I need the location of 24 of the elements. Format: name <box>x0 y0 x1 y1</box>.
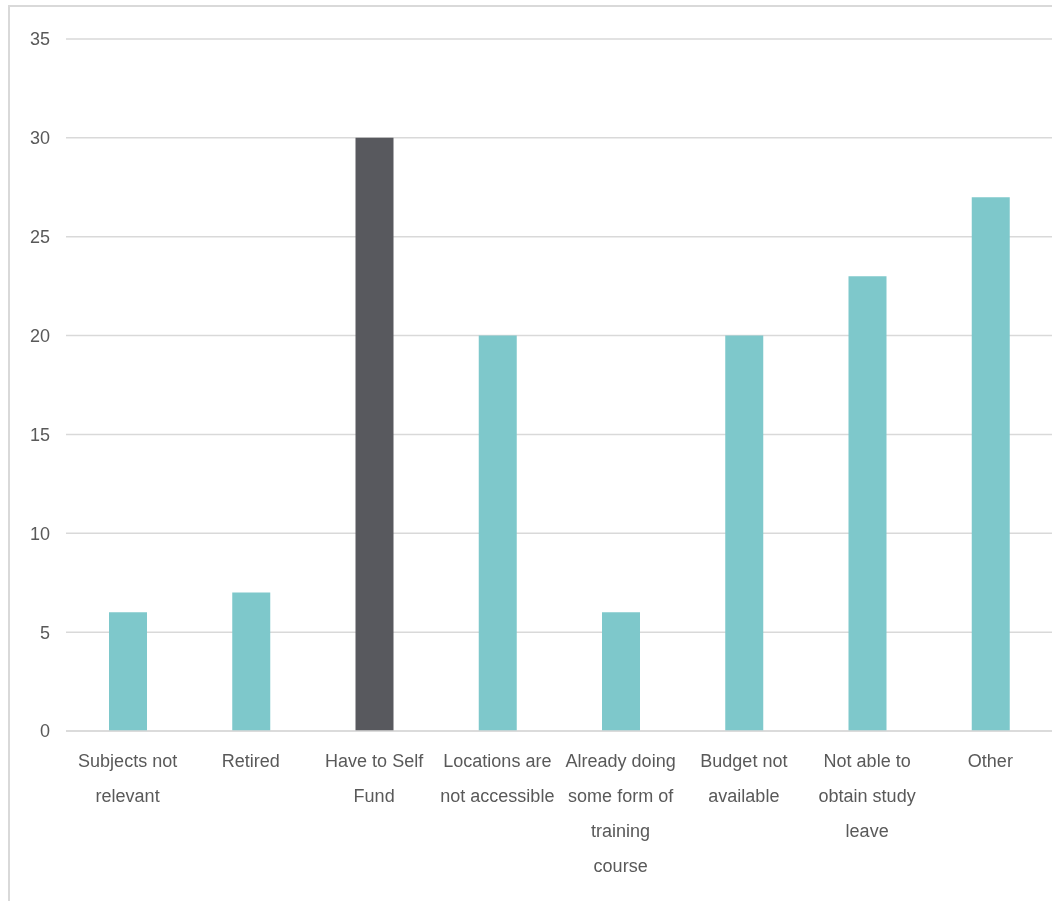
bar <box>109 612 147 731</box>
y-tick-label: 10 <box>29 523 50 544</box>
bar <box>232 592 271 731</box>
x-tick-label: Retired <box>221 751 280 771</box>
bar <box>602 612 640 731</box>
x-tick-label: Budget not available <box>700 751 788 806</box>
y-tick-label: 35 <box>29 29 50 50</box>
bar <box>848 276 887 731</box>
bar <box>478 335 517 731</box>
bar <box>725 335 764 731</box>
y-tick-label: 15 <box>29 424 50 445</box>
y-tick-label: 0 <box>39 721 50 742</box>
x-tick-label: Not able to obtain study leave <box>818 751 916 841</box>
bar <box>355 137 394 731</box>
x-tick-label: Subjects not relevant <box>78 751 178 806</box>
x-tick-label: Have to Self Fund <box>325 751 425 806</box>
x-tick-label: Already doing some form of training course <box>565 751 676 876</box>
x-tick-label: Other <box>967 751 1013 771</box>
y-tick-label: 20 <box>29 325 50 346</box>
y-tick-label: 5 <box>39 622 50 643</box>
y-tick-label: 30 <box>29 128 50 149</box>
bar <box>971 197 1010 731</box>
y-tick-label: 25 <box>29 227 50 248</box>
x-tick-label: Locations are not accessible <box>440 751 555 806</box>
